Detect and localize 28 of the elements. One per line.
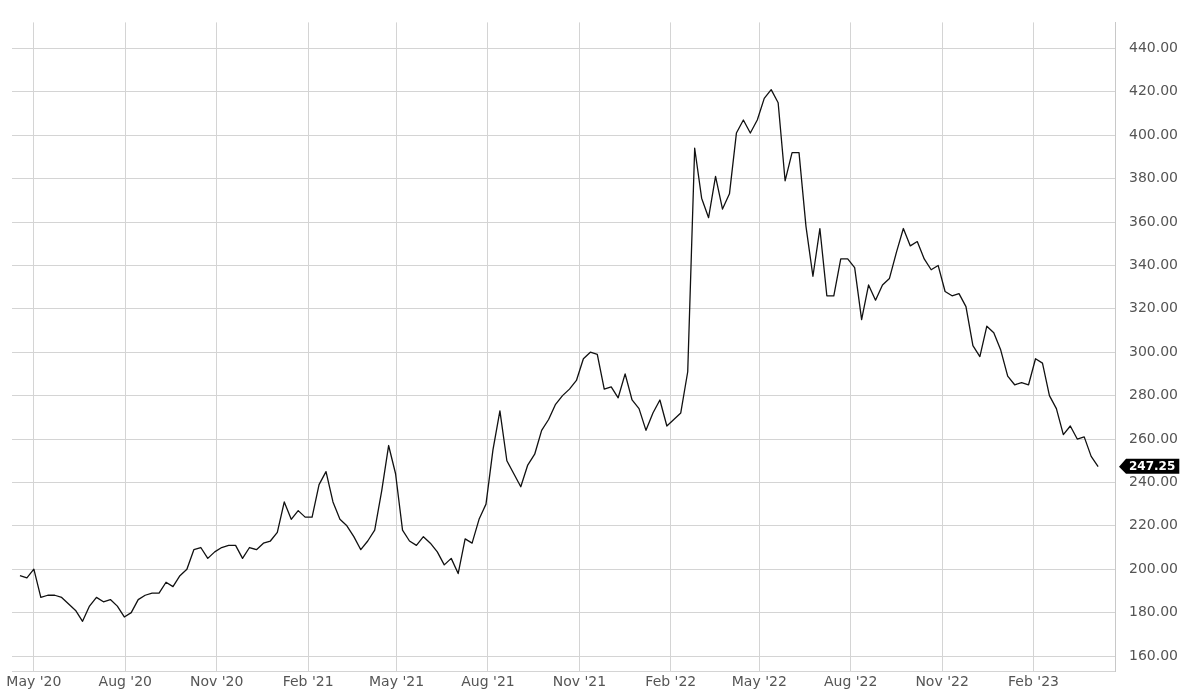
x-tick-label: Feb '21 [282, 673, 334, 690]
x-tick-label: Feb '23 [1008, 673, 1059, 690]
x-tick-label: Feb '22 [645, 673, 697, 690]
x-tick-label: Aug '20 [98, 673, 153, 690]
x-tick-label: Nov '20 [189, 673, 244, 690]
x-tick-label: May '21 [369, 673, 425, 690]
y-tick-label: 260.00 [1129, 429, 1179, 446]
y-tick-label: 360.00 [1129, 212, 1179, 229]
y-tick-label: 220.00 [1129, 516, 1179, 533]
y-tick-label: 440.00 [1129, 39, 1179, 56]
x-tick-label: May '20 [6, 673, 62, 690]
y-tick-label: 420.00 [1129, 82, 1179, 99]
y-tick-label: 280.00 [1129, 386, 1179, 403]
y-tick-label: 400.00 [1129, 125, 1179, 142]
x-tick-label: Nov '22 [915, 673, 969, 690]
x-tick-label: Nov '21 [552, 673, 607, 690]
y-tick-label: 180.00 [1129, 603, 1179, 620]
annotation: 247.25 [1129, 458, 1176, 473]
x-tick-label: Aug '22 [823, 673, 878, 690]
x-tick-label: Aug '21 [461, 673, 515, 690]
y-tick-label: 300.00 [1129, 342, 1179, 359]
y-tick-label: 200.00 [1129, 559, 1179, 576]
y-tick-label: 320.00 [1129, 299, 1179, 316]
y-tick-label: 380.00 [1129, 169, 1179, 186]
y-tick-label: 340.00 [1129, 256, 1179, 273]
y-tick-label: 240.00 [1129, 473, 1179, 490]
x-tick-label: May '22 [731, 673, 787, 690]
y-tick-label: 160.00 [1129, 646, 1179, 663]
